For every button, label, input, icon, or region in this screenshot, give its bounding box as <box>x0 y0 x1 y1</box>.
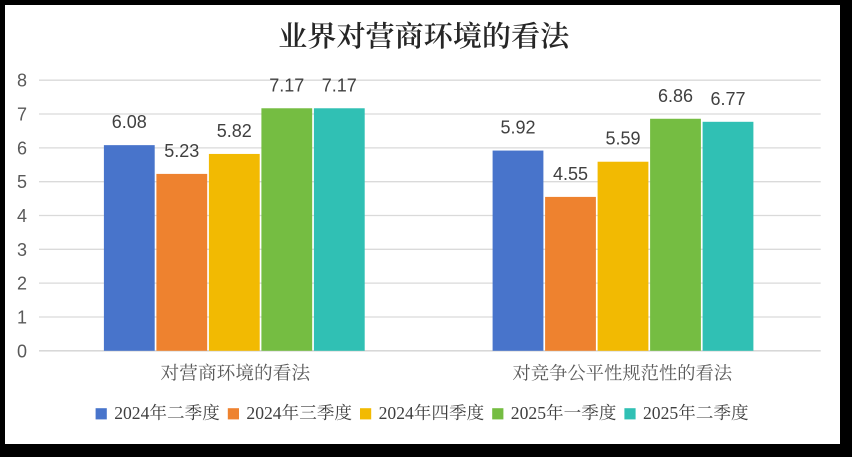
svg-text:0: 0 <box>17 341 27 361</box>
svg-text:7.17: 7.17 <box>322 75 357 95</box>
svg-text:4: 4 <box>17 206 27 226</box>
svg-text:5: 5 <box>17 172 27 192</box>
svg-text:2024: 2024 <box>379 403 414 423</box>
svg-text:2024: 2024 <box>114 403 149 423</box>
svg-text:5.92: 5.92 <box>500 118 535 138</box>
svg-text:7: 7 <box>17 105 27 125</box>
svg-text:6: 6 <box>17 138 27 158</box>
svg-text:1: 1 <box>17 308 27 328</box>
svg-text:2: 2 <box>17 274 27 294</box>
svg-text:8: 8 <box>17 71 27 91</box>
svg-text:5.23: 5.23 <box>164 141 199 161</box>
svg-text:6.86: 6.86 <box>658 86 693 106</box>
svg-text:2025: 2025 <box>643 403 678 423</box>
svg-text:5.82: 5.82 <box>217 121 252 141</box>
svg-text:6.77: 6.77 <box>710 89 745 109</box>
svg-text:2025: 2025 <box>511 403 546 423</box>
svg-text:2024: 2024 <box>246 403 281 423</box>
svg-text:6.08: 6.08 <box>112 112 147 132</box>
svg-text:5.59: 5.59 <box>605 129 640 149</box>
svg-text:7.17: 7.17 <box>269 75 304 95</box>
svg-text:3: 3 <box>17 240 27 260</box>
svg-text:4.55: 4.55 <box>553 164 588 184</box>
